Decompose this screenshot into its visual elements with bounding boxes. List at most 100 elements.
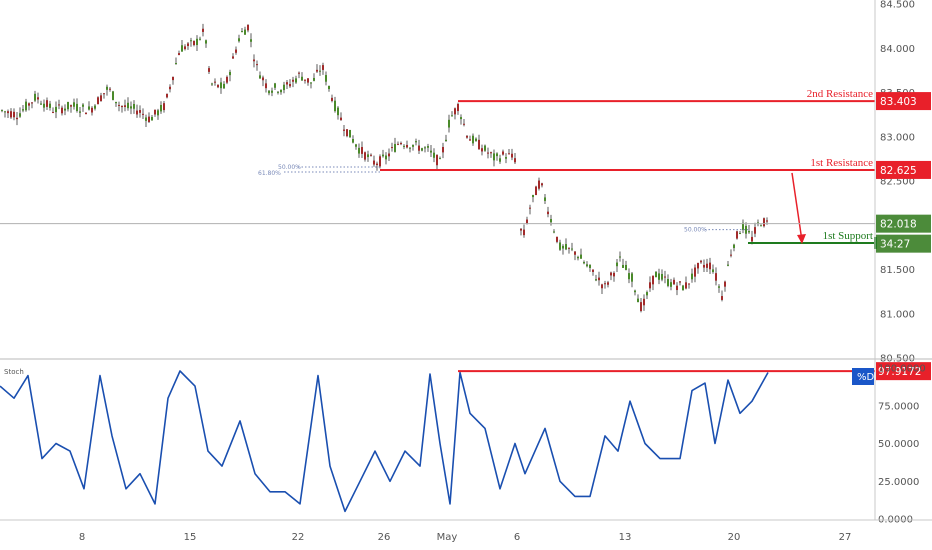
- candle-body: [568, 247, 570, 249]
- candle-body: [658, 273, 660, 280]
- time-tick-label: 22: [292, 532, 305, 543]
- candle-body: [592, 269, 594, 272]
- candle-body: [709, 262, 711, 270]
- candle-body: [202, 28, 204, 32]
- candle-body: [691, 273, 693, 280]
- candle-body: [625, 264, 627, 270]
- candle-body: [556, 236, 558, 242]
- candle-body: [76, 103, 78, 111]
- candle-body: [694, 267, 696, 277]
- candle-body: [598, 277, 600, 281]
- candle-body: [679, 281, 681, 283]
- candle-body: [7, 111, 9, 114]
- resistance-2-label: 2nd Resistance: [807, 88, 873, 100]
- price-tick-label: 82.500: [880, 177, 915, 188]
- candle-body: [124, 105, 126, 108]
- candle-body: [364, 152, 366, 160]
- candle-body: [484, 145, 486, 151]
- candle-body: [646, 292, 648, 296]
- candle-body: [565, 244, 567, 250]
- candle-body: [643, 298, 645, 306]
- candle-body: [463, 123, 465, 125]
- candle-body: [217, 84, 219, 88]
- time-axis: 8 15 22 26 May 6 13 20 27: [79, 532, 852, 543]
- candle-body: [238, 38, 240, 42]
- candle-body: [58, 104, 60, 106]
- osc-tick-label: 25.0000: [878, 477, 919, 488]
- last-price-tag: 82.018: [880, 219, 917, 231]
- candle-body: [211, 83, 213, 85]
- candle-body: [367, 154, 369, 158]
- candle-body: [256, 64, 258, 66]
- candle-body: [712, 269, 714, 273]
- candle-body: [340, 117, 342, 121]
- candle-body: [268, 90, 270, 94]
- candle-body: [742, 222, 744, 230]
- candle-body: [247, 24, 249, 31]
- candle-body: [607, 282, 609, 285]
- osc-tick-label: 100.0000: [878, 364, 926, 375]
- stoch-tag-bg: [876, 362, 931, 381]
- candle-body: [10, 111, 12, 118]
- candle-body: [382, 154, 384, 157]
- candle-body: [547, 211, 549, 215]
- candle-body: [757, 222, 759, 224]
- candle-body: [508, 153, 510, 155]
- candle-body: [154, 109, 156, 115]
- candle-body: [655, 271, 657, 278]
- candle-body: [475, 138, 477, 141]
- candle-body: [175, 63, 177, 65]
- candle-body: [412, 144, 414, 147]
- fib-labels: 50.00%61.80%50.00%: [258, 164, 748, 234]
- candle-body: [19, 113, 21, 117]
- time-tick-label: 15: [184, 532, 197, 543]
- candle-body: [370, 154, 372, 156]
- candle-body: [526, 219, 528, 224]
- candle-body: [628, 273, 630, 280]
- candle-body: [613, 272, 615, 277]
- candle-body: [67, 101, 69, 110]
- candle-body: [151, 116, 153, 121]
- candle-body: [415, 141, 417, 143]
- candle-body: [661, 274, 663, 280]
- candle-body: [139, 110, 141, 113]
- candle-body: [274, 83, 276, 88]
- candle-body: [253, 59, 255, 62]
- candle-body: [505, 157, 507, 159]
- candle-body: [397, 143, 399, 145]
- candle-body: [676, 285, 678, 291]
- candle-body: [97, 97, 99, 105]
- candle-body: [706, 263, 708, 268]
- candle-body: [523, 229, 525, 236]
- candle-body: [1, 110, 3, 112]
- candle-body: [544, 197, 546, 201]
- candle-body: [334, 100, 336, 112]
- candle-body: [136, 110, 138, 115]
- candle-body: [199, 38, 201, 40]
- candle-body: [277, 91, 279, 93]
- stoch-legend: %D: [857, 372, 875, 383]
- candle-body: [601, 284, 603, 289]
- candle-body: [31, 102, 33, 104]
- candle-body: [208, 68, 210, 72]
- candle-body: [541, 183, 543, 186]
- price-tick-label: 83.000: [880, 132, 915, 143]
- candle-body: [88, 106, 90, 110]
- candle-body: [241, 31, 243, 33]
- candle-body: [262, 77, 264, 81]
- candle-body: [520, 228, 522, 231]
- candle-body: [430, 150, 432, 153]
- candle-body: [121, 105, 123, 108]
- candle-body: [619, 256, 621, 258]
- candle-body: [295, 78, 297, 83]
- candle-body: [724, 281, 726, 287]
- candle-body: [574, 251, 576, 255]
- candle-body: [472, 135, 474, 144]
- candle-body: [301, 76, 303, 81]
- fib-50-label: 50.00%: [278, 164, 301, 171]
- price-tick-label: 84.000: [880, 44, 915, 55]
- candle-body: [736, 231, 738, 239]
- candle-body: [22, 109, 24, 111]
- candle-body: [502, 151, 504, 155]
